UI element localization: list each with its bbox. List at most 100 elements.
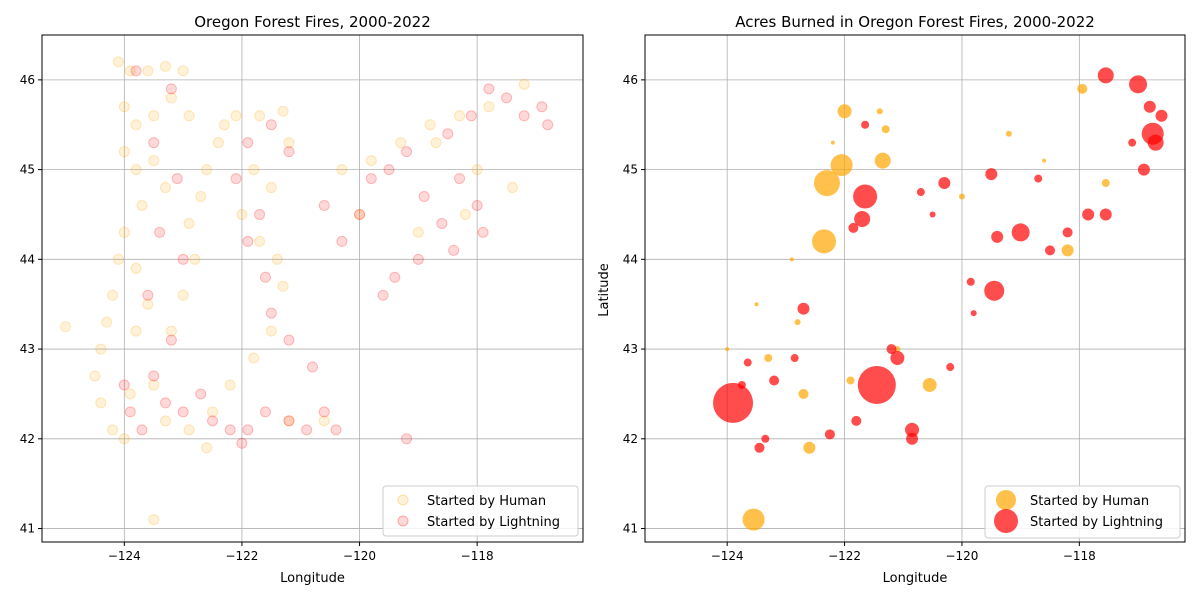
human-fire-point [803, 441, 816, 454]
human-fire-point [124, 65, 136, 77]
human-fire-point [95, 343, 107, 355]
human-fire-point [742, 508, 765, 531]
lightning-fire-point [984, 280, 1005, 301]
legend-label-human: Started by Human [1030, 494, 1149, 509]
lightning-fire-point [906, 432, 919, 445]
lightning-fire-point [130, 65, 142, 77]
human-fire-point [130, 164, 142, 176]
human-fire-point [248, 352, 260, 364]
lightning-fire-point [118, 379, 130, 391]
legend-marker-lightning [397, 515, 409, 527]
y-tick-label: 44 [20, 252, 35, 266]
lightning-fire-point [242, 424, 254, 436]
lightning-fire-point [124, 406, 136, 418]
human-fire-point [118, 226, 130, 238]
human-fire-point [148, 379, 160, 391]
lightning-fire-point [886, 344, 897, 355]
lightning-fire-point [412, 253, 424, 265]
x-tick-label: −120 [343, 549, 376, 563]
human-fire-point [830, 140, 835, 145]
lightning-fire-point [1097, 67, 1114, 84]
human-fire-point [483, 101, 495, 113]
human-fire-point [142, 65, 154, 77]
lightning-fire-point [265, 119, 277, 131]
lightning-fire-point [254, 208, 266, 220]
human-fire-point [201, 442, 213, 454]
y-tick-label: 45 [623, 163, 638, 177]
human-fire-point [1101, 179, 1110, 188]
human-fire-point [265, 325, 277, 337]
lightning-fire-point [242, 137, 254, 149]
lightning-fire-point [136, 424, 148, 436]
human-fire-point [130, 262, 142, 274]
lightning-fire-point [207, 415, 219, 427]
human-fire-point [159, 415, 171, 427]
human-fire-point [1077, 83, 1088, 94]
lightning-fire-point [1062, 227, 1073, 238]
lightning-fire-point [1143, 100, 1156, 113]
human-fire-point [118, 146, 130, 158]
human-fire-point [794, 319, 801, 326]
lightning-fire-point [177, 406, 189, 418]
lightning-fire-point [501, 92, 513, 104]
lightning-fire-point [1147, 134, 1164, 151]
human-fire-point [430, 137, 442, 149]
legend-box [382, 485, 579, 537]
y-tick-label: 42 [623, 432, 638, 446]
lightning-fire-point [442, 128, 454, 140]
human-fire-point [118, 433, 130, 445]
lightning-fire-point [177, 253, 189, 265]
x-tick-label: −120 [945, 549, 978, 563]
human-fire-point [874, 152, 891, 169]
legend: Started by Human Started by Lightning [382, 485, 579, 537]
lightning-fire-point [713, 382, 754, 423]
lightning-fire-point [1034, 174, 1043, 183]
lightning-fire-point [938, 177, 951, 190]
human-fire-point [277, 105, 289, 117]
lightning-fire-point [465, 110, 477, 122]
lightning-fire-point [171, 173, 183, 185]
human-fire-point [365, 155, 377, 167]
plot-frame [644, 34, 1186, 543]
human-fire-point [1042, 158, 1047, 163]
human-fire-point [254, 110, 266, 122]
human-fire-point [837, 104, 852, 119]
chart-title: Acres Burned in Oregon Forest Fires, 200… [735, 13, 1095, 31]
human-fire-point [283, 137, 295, 149]
human-fire-point [207, 406, 219, 418]
human-fire-point [265, 182, 277, 194]
human-fire-point [812, 229, 837, 254]
legend-marker-human [996, 490, 1016, 510]
lightning-fire-point [448, 244, 460, 256]
y-tick-label: 43 [20, 342, 35, 356]
chart-title: Oregon Forest Fires, 2000-2022 [194, 13, 431, 31]
legend-label-human: Started by Human [427, 494, 546, 509]
human-fire-point [813, 170, 840, 197]
lightning-fire-point [769, 375, 780, 386]
y-tick-label: 46 [623, 73, 638, 87]
lightning-fire-point [242, 235, 254, 247]
human-fire-point [230, 110, 242, 122]
y-axis-label: Latitude [597, 263, 612, 317]
lightning-fire-point [536, 101, 548, 113]
lightning-fire-point [929, 211, 936, 218]
lightning-fire-point [761, 434, 770, 443]
lightning-fire-point [1082, 208, 1095, 221]
human-fire-point [798, 388, 809, 399]
x-tick-label: −122 [225, 549, 258, 563]
lightning-fire-point [265, 307, 277, 319]
lightning-fire-point [301, 424, 313, 436]
x-axis-label: Longitude [280, 571, 345, 586]
lightning-fire-point [518, 110, 530, 122]
y-tick-label: 41 [623, 522, 638, 536]
human-fire-point [454, 110, 466, 122]
lightning-fire-point [454, 173, 466, 185]
lightning-fire-point [797, 302, 810, 315]
human-fire-point [142, 298, 154, 310]
lightning-fire-point [389, 271, 401, 283]
human-fire-point [254, 235, 266, 247]
human-fire-point [459, 208, 471, 220]
lightning-fire-point [230, 173, 242, 185]
x-tick-label: −122 [828, 549, 861, 563]
human-fire-point [506, 182, 518, 194]
